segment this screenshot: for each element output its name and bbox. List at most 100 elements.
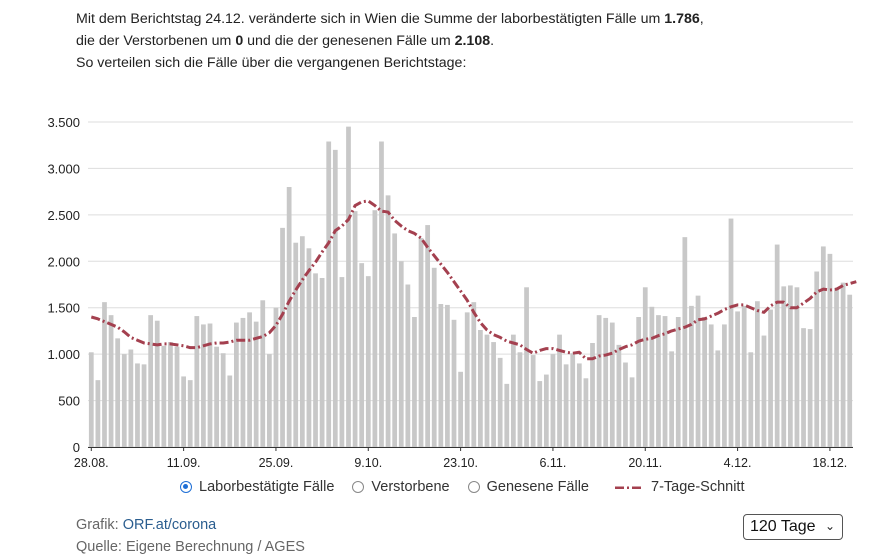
legend-option-recovered[interactable]: Genesene Fälle (467, 479, 589, 495)
bar[interactable] (563, 364, 569, 447)
bar[interactable] (88, 352, 94, 447)
bar[interactable] (306, 248, 312, 447)
bar[interactable] (392, 233, 398, 447)
bar[interactable] (834, 288, 839, 447)
bar[interactable] (412, 317, 417, 447)
bar[interactable] (260, 300, 266, 447)
bar[interactable] (735, 311, 740, 447)
bar[interactable] (425, 225, 431, 447)
bar[interactable] (431, 267, 437, 447)
bar[interactable] (214, 346, 219, 447)
bar[interactable] (115, 338, 121, 447)
bar[interactable] (801, 328, 806, 447)
bar[interactable] (365, 276, 371, 447)
bar[interactable] (794, 287, 800, 447)
bar[interactable] (807, 329, 813, 447)
bar[interactable] (168, 342, 173, 447)
bar[interactable] (128, 349, 134, 448)
bar[interactable] (689, 305, 694, 447)
bar[interactable] (227, 375, 233, 448)
bar[interactable] (662, 316, 668, 447)
bar[interactable] (741, 305, 747, 447)
bar[interactable] (820, 246, 826, 447)
bar[interactable] (484, 334, 490, 447)
bar[interactable] (550, 354, 556, 447)
bar[interactable] (273, 307, 279, 447)
bar[interactable] (728, 218, 734, 447)
bar[interactable] (385, 195, 391, 447)
bar[interactable] (352, 211, 358, 447)
bar[interactable] (722, 324, 727, 447)
bar[interactable] (293, 242, 299, 447)
bar[interactable] (102, 302, 107, 447)
bar[interactable] (656, 315, 661, 447)
bar[interactable] (814, 271, 820, 448)
bar[interactable] (319, 278, 325, 447)
bar[interactable] (359, 263, 365, 447)
bar[interactable] (590, 343, 595, 447)
bar[interactable] (708, 324, 714, 447)
bar[interactable] (299, 236, 305, 447)
bar[interactable] (675, 317, 681, 447)
bar[interactable] (623, 362, 628, 448)
bar[interactable] (702, 317, 707, 447)
orf-corona-link[interactable]: ORF.at/corona (122, 517, 217, 533)
bar[interactable] (253, 321, 259, 447)
bar[interactable] (787, 285, 793, 447)
legend-option-deaths[interactable]: Verstorbene (352, 479, 450, 495)
bar[interactable] (524, 287, 529, 447)
bar[interactable] (464, 312, 470, 447)
bar[interactable] (161, 345, 167, 447)
bar[interactable] (636, 317, 642, 447)
bar[interactable] (682, 237, 688, 447)
bar[interactable] (761, 335, 767, 447)
legend-option-cases[interactable]: Laborbestätigte Fälle (180, 479, 334, 495)
bar[interactable] (240, 317, 246, 447)
bar[interactable] (405, 284, 411, 448)
bar[interactable] (510, 334, 516, 447)
bar[interactable] (570, 353, 576, 447)
bar[interactable] (247, 312, 252, 447)
bar[interactable] (774, 244, 780, 447)
bar[interactable] (649, 306, 655, 447)
bar[interactable] (174, 346, 180, 447)
bar[interactable] (154, 320, 160, 447)
bar[interactable] (491, 342, 496, 447)
bar[interactable] (629, 377, 635, 447)
bar[interactable] (557, 334, 562, 447)
bar[interactable] (379, 141, 384, 448)
bar[interactable] (669, 351, 675, 447)
bar[interactable] (398, 261, 404, 447)
time-range-select[interactable]: 120 Tage ⌄ (743, 514, 843, 540)
bar[interactable] (840, 282, 846, 447)
bar[interactable] (537, 381, 543, 447)
bar[interactable] (847, 294, 853, 447)
bar[interactable] (543, 374, 549, 447)
bar[interactable] (576, 363, 582, 447)
bar[interactable] (471, 302, 477, 447)
bar[interactable] (596, 315, 602, 447)
bar[interactable] (135, 363, 140, 447)
radio-selected-icon[interactable] (180, 481, 192, 493)
bar[interactable] (504, 383, 510, 447)
bar[interactable] (220, 353, 226, 447)
bar[interactable] (583, 378, 589, 447)
bar[interactable] (187, 380, 193, 447)
bar[interactable] (642, 287, 648, 447)
bar[interactable] (266, 354, 272, 447)
bar[interactable] (234, 322, 239, 447)
bar[interactable] (603, 317, 609, 447)
bar[interactable] (339, 277, 345, 447)
bar[interactable] (451, 319, 457, 447)
bar[interactable] (609, 322, 615, 447)
bar[interactable] (616, 344, 622, 447)
bar[interactable] (715, 350, 721, 447)
bar[interactable] (95, 380, 101, 447)
bar[interactable] (181, 376, 186, 447)
bar[interactable] (207, 323, 213, 448)
radio-icon[interactable] (467, 481, 480, 493)
bar[interactable] (768, 309, 773, 447)
bar[interactable] (497, 357, 503, 447)
bar[interactable] (695, 295, 701, 447)
bar[interactable] (326, 141, 332, 448)
